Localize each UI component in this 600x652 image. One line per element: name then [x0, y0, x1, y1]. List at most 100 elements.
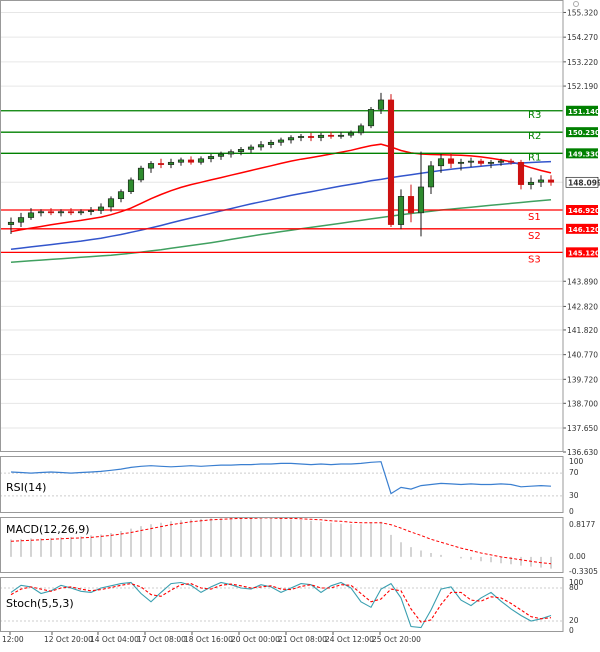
- stoch-tick-label: 100: [569, 578, 584, 587]
- candle-body: [297, 136, 305, 138]
- candle-body: [267, 141, 275, 145]
- candle-body: [287, 137, 295, 141]
- candle-body: [337, 134, 345, 137]
- time-tick-label: 24 Oct 12:00: [325, 635, 374, 644]
- stoch-tick-label: 80: [569, 583, 579, 592]
- candle-body: [327, 134, 335, 137]
- stoch-title: Stoch(5,5,3): [6, 597, 74, 610]
- candle-body: [537, 179, 545, 183]
- candle-body: [547, 179, 555, 183]
- level-name-r3: R3: [528, 110, 541, 121]
- candle-body: [387, 99, 395, 225]
- rsi-tick-label: 100: [569, 457, 584, 466]
- candle-body: [67, 211, 75, 214]
- level-value-label-r1: 149.330: [568, 150, 600, 158]
- candle-body: [447, 158, 455, 164]
- level-value-badge: [566, 205, 598, 216]
- stoch-k-line: [10, 581, 552, 629]
- stoch-tick-label: 0: [569, 626, 574, 635]
- rsi-tick-label: 30: [569, 491, 579, 500]
- macd-tick-label: -0.3305: [569, 567, 598, 576]
- level-name-s3: S3: [528, 254, 541, 265]
- candle-body: [407, 196, 415, 214]
- time-tick-label: 25 Oct 20:00: [372, 635, 421, 644]
- candle-body: [117, 191, 125, 200]
- time-tick-label: 12 Oct 20:00: [44, 635, 93, 644]
- current-price-badge: [565, 176, 599, 188]
- rsi-tick-label: 0: [569, 507, 574, 516]
- candle-body: [167, 161, 175, 165]
- candle-body: [497, 160, 505, 163]
- rsi-line: [10, 461, 552, 495]
- moving-average-line-2: [10, 160, 552, 251]
- price-tick-label: 139.720: [567, 375, 598, 384]
- price-frame: [0, 0, 564, 452]
- candle-body: [197, 158, 205, 163]
- candle-body: [47, 211, 55, 214]
- candle-body: [37, 211, 45, 214]
- candle-body: [357, 125, 365, 134]
- candle-body: [237, 149, 245, 152]
- candle-body: [7, 221, 15, 225]
- stoch-frame: [0, 577, 564, 632]
- candle-body: [157, 163, 165, 165]
- candle-body: [227, 151, 235, 155]
- candle-body: [207, 156, 215, 160]
- level-name-r2: R2: [528, 131, 541, 142]
- price-axis: 155.320 154.270 153.220 152.190 148.099 143.8…: [563, 8, 600, 457]
- rsi-title: RSI(14): [6, 481, 46, 494]
- candle-body: [87, 210, 95, 212]
- candle-body: [57, 211, 65, 214]
- candle-body: [437, 158, 445, 167]
- candle-body: [177, 159, 185, 163]
- candle-body: [517, 161, 525, 185]
- candle-body: [477, 160, 485, 164]
- candle-body: [137, 167, 145, 181]
- macd-panel: MACD(12,26,9) 0.8177 0.00 -0.3305: [6, 517, 598, 576]
- candle-body: [147, 163, 155, 169]
- level-value-label-r3: 151.140: [568, 108, 600, 116]
- price-tick-label: 142.820: [567, 302, 598, 311]
- candle-body: [467, 160, 475, 163]
- level-name-s2: S2: [528, 231, 541, 242]
- candle-body: [367, 109, 375, 127]
- moving-average-line-3: [10, 198, 552, 263]
- price-tick-label: 155.320: [567, 8, 598, 17]
- time-tick-label: 14 Oct 04:00: [90, 635, 139, 644]
- level-value-badge: [566, 223, 598, 234]
- candle-body: [377, 99, 385, 110]
- candle-body: [277, 139, 285, 143]
- candle-body: [417, 186, 425, 214]
- candle-body: [257, 144, 265, 148]
- price-tick-label: 154.270: [567, 33, 598, 42]
- price-tick-label: 141.820: [567, 326, 598, 335]
- candle-body: [107, 198, 115, 208]
- candle-body: [127, 179, 135, 192]
- macd-tick-label: 0.00: [569, 552, 586, 561]
- candle-body: [487, 161, 495, 164]
- price-tick-label: 140.770: [567, 351, 598, 360]
- time-tick-label: 21 Oct 08:00: [278, 635, 327, 644]
- candle-body: [507, 160, 515, 163]
- time-tick-label: 20 Oct 00:00: [231, 635, 280, 644]
- candle-body: [217, 153, 225, 157]
- level-value-label-s2: 146.120: [568, 226, 600, 234]
- level-name-r1: R1: [528, 152, 541, 163]
- rsi-frame: [0, 456, 564, 513]
- macd-tick-label: 0.8177: [569, 520, 595, 529]
- level-value-badge: [566, 105, 598, 116]
- level-value-label-s1: 146.920: [568, 207, 600, 215]
- rsi-tick-label: 70: [569, 468, 579, 477]
- candle-body: [97, 206, 105, 211]
- candle-body: [307, 136, 315, 138]
- level-value-label-s3: 145.120: [568, 249, 600, 257]
- candle-body: [27, 212, 35, 218]
- candle-body: [247, 146, 255, 150]
- candle-body: [317, 134, 325, 138]
- level-value-badge: [566, 148, 598, 159]
- candle-body: [347, 132, 355, 136]
- panel-frames: [0, 0, 579, 632]
- time-tick-label: 18 Oct 16:00: [184, 635, 233, 644]
